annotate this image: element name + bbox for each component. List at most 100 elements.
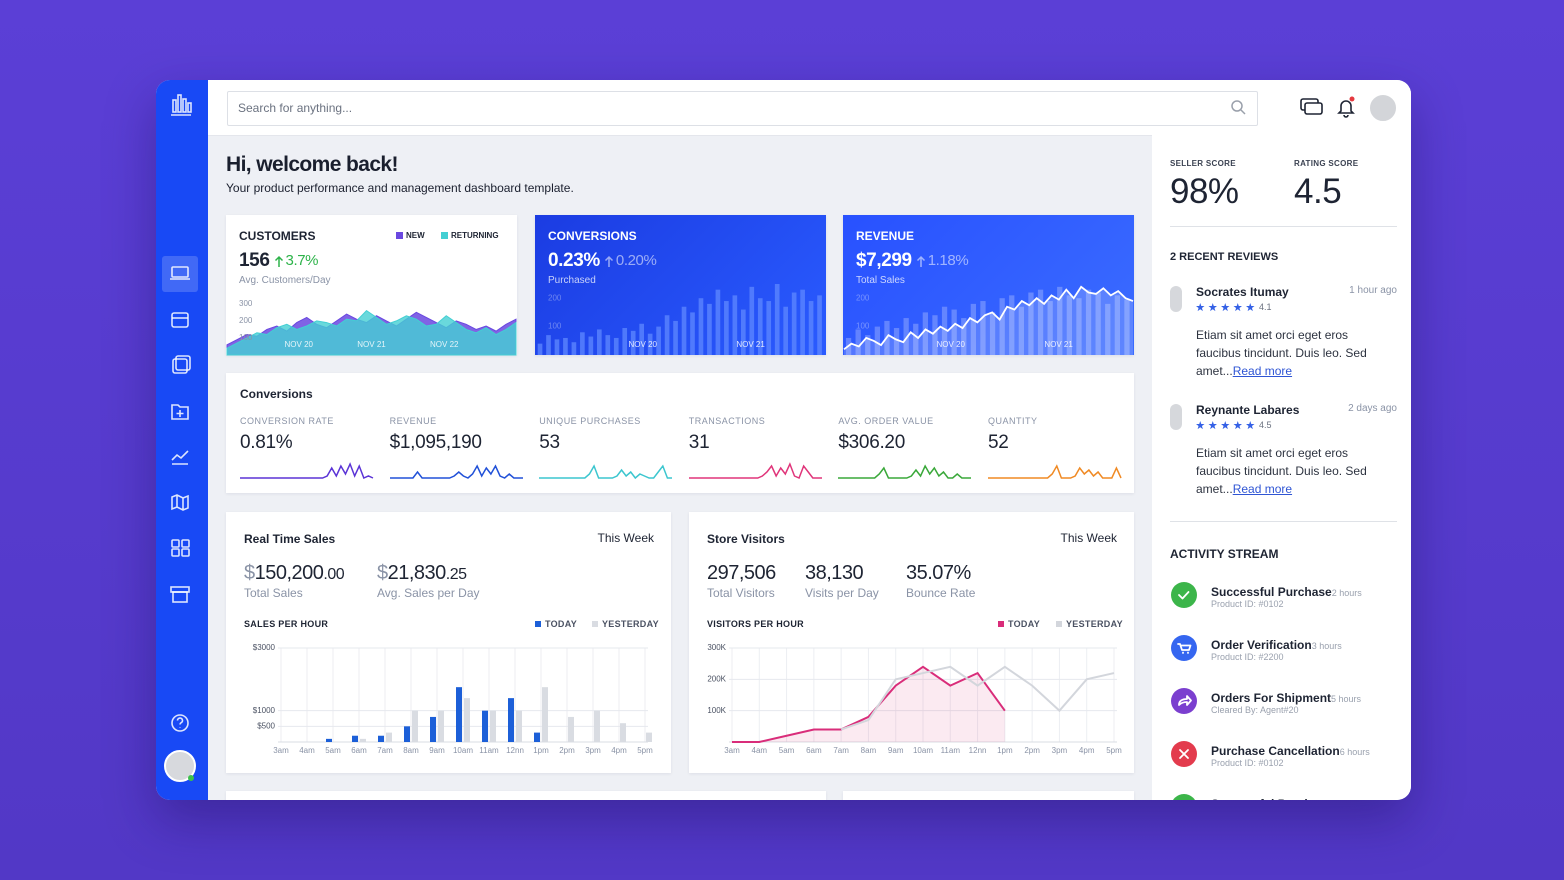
x-tick-label: 11am [479, 746, 499, 755]
bar [707, 303, 712, 355]
activity-icon [1177, 643, 1192, 654]
nav-active[interactable] [162, 256, 198, 292]
activity-title: Successful Purchase2 hours [1211, 582, 1362, 601]
x-tick-label: 11am [941, 746, 961, 755]
sidebar-icons [162, 94, 198, 782]
profile-avatar[interactable] [1368, 93, 1398, 123]
nav-icon[interactable] [171, 539, 190, 557]
bar [808, 301, 814, 355]
x-tick-label: 3am [724, 746, 740, 755]
activity-name: Successful Purchase [1211, 797, 1332, 800]
x-tick-label: 4am [299, 746, 315, 755]
x-tick-label: NOV 20 [285, 340, 314, 349]
section-title: ACTIVITY STREAM [1170, 547, 1279, 561]
bar [326, 738, 332, 742]
bar [596, 329, 602, 355]
rating-stars [1196, 303, 1255, 312]
line [840, 665, 1115, 731]
sparkline [988, 464, 1122, 479]
activity-icon [1171, 741, 1197, 767]
bar [855, 329, 861, 355]
area [844, 286, 1133, 355]
help-icon[interactable] [171, 714, 189, 732]
bar [580, 332, 585, 355]
change-arrow [274, 255, 283, 267]
metric-value: 0.81% [240, 432, 293, 453]
search-box[interactable] [227, 91, 1258, 126]
icon [171, 312, 189, 328]
activity-icon [1179, 749, 1189, 759]
icon [171, 494, 189, 511]
metric-label: QUANTITY [988, 416, 1038, 426]
activity-icon [1171, 688, 1197, 714]
bar [783, 306, 788, 355]
bar [913, 323, 919, 355]
icon [172, 358, 188, 374]
review-text: Etiam sit amet orci eget eros faucibus t… [1196, 326, 1384, 380]
nav-icon[interactable] [171, 312, 189, 328]
bar [568, 716, 574, 742]
sparkline-line [838, 464, 972, 479]
legend-label: YESTERDAY [1066, 619, 1123, 629]
search-icon[interactable] [1231, 100, 1243, 112]
x-tick-label: 10am [913, 746, 933, 755]
star [1246, 421, 1255, 430]
bar [588, 336, 594, 355]
read-more-link[interactable]: Read more [1232, 482, 1293, 496]
legend-label: TODAY [545, 619, 578, 629]
card-value-row: 0.23% 0.20% [548, 250, 657, 273]
bar [732, 295, 738, 355]
nav-icon[interactable] [171, 450, 189, 465]
nav-icon[interactable] [170, 266, 190, 280]
card-value-row: $7,299 1.18% [856, 250, 969, 273]
y-tick-label: 300K [707, 643, 726, 652]
score-label: SELLER SCORE [1170, 159, 1236, 168]
panel-title: Store Visitors [707, 532, 785, 546]
bar [639, 323, 644, 355]
x-tick-label: 2pm [1024, 746, 1040, 755]
icon [171, 548, 180, 557]
conversions-card [226, 373, 1134, 493]
legend-label: RETURNING [451, 231, 499, 240]
bar [690, 312, 695, 355]
bar [989, 312, 996, 355]
metric-value: 53 [539, 432, 560, 453]
activity-time: 3 hours [1311, 641, 1342, 651]
metric-label: REVENUE [389, 416, 437, 426]
bar [1105, 303, 1111, 355]
activity-icon [1171, 688, 1197, 714]
bar [1095, 292, 1101, 355]
read-more-link[interactable]: Read more [1232, 364, 1293, 378]
nav-icon[interactable] [170, 586, 190, 603]
bar [622, 328, 628, 355]
bar [1124, 299, 1130, 355]
card-chart: 100 200 300 NOV 20 NOV 21 NOV 22 [226, 299, 517, 356]
nav-icon[interactable] [171, 404, 189, 420]
legend-swatch [998, 621, 1004, 627]
nav-icon[interactable] [171, 494, 189, 511]
activity-name: Purchase Cancellation [1211, 744, 1340, 758]
nav-icon[interactable] [172, 355, 191, 374]
x-tick-label: 9am [429, 746, 445, 755]
reviewer-name: Socrates Itumay [1196, 285, 1289, 299]
stat-cents: .00 [323, 566, 345, 583]
metric-value: $306.20 [838, 432, 905, 453]
bar [664, 315, 670, 355]
activity-icon [1173, 794, 1195, 800]
change-arrow [604, 255, 613, 267]
bar [941, 306, 948, 355]
bar [922, 312, 928, 355]
sidebar [156, 80, 208, 800]
bar [620, 723, 626, 742]
line [732, 665, 1006, 743]
x-tick-label: 4am [752, 746, 768, 755]
bar [1114, 295, 1120, 355]
notifications-icon[interactable] [1337, 100, 1355, 118]
bar [757, 298, 763, 355]
right-panel [1152, 135, 1411, 800]
rating-stars [1196, 421, 1255, 430]
legend-label: TODAY [1008, 619, 1041, 629]
user-avatar[interactable] [164, 750, 196, 782]
sparkline-line [389, 464, 523, 479]
search-placeholder[interactable]: Search for anything... [238, 101, 353, 115]
